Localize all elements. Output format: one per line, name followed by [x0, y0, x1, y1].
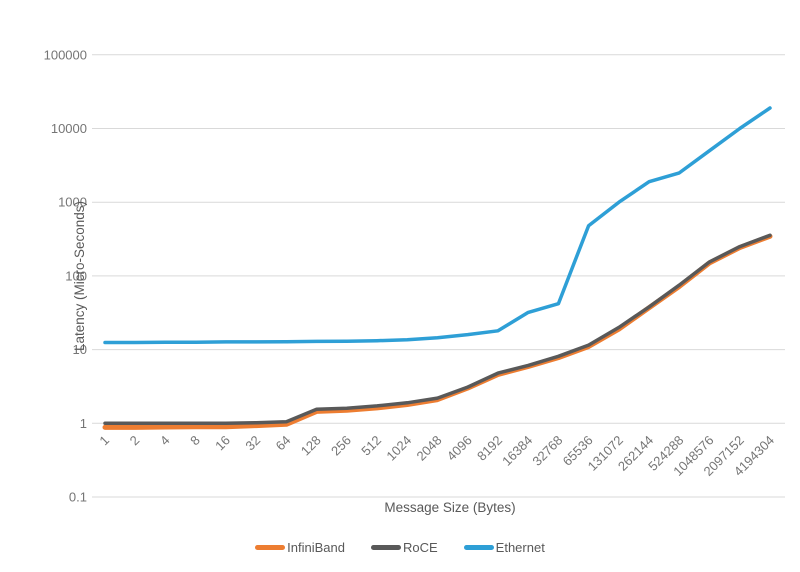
y-tick-label: 10	[73, 342, 87, 357]
legend-item-ethernet: Ethernet	[463, 540, 545, 555]
legend-swatch-roce	[370, 545, 401, 550]
x-axis-title: Message Size (Bytes)	[384, 500, 515, 515]
legend-label: Ethernet	[495, 540, 545, 555]
x-tick-label: 8	[187, 433, 203, 449]
y-axis-title: Latency (Micro-Seconds)	[72, 201, 87, 351]
legend: InfiniBand RoCE Ethernet	[0, 540, 800, 555]
y-axis-tick-labels: 100000 10000 1000 100 10 1 0.1	[44, 47, 87, 504]
legend-label: InfiniBand	[287, 540, 345, 555]
x-axis-tick-labels: 1 2 4 8 16 32 64 128 256 512 1024 2048 4096 819216384…	[96, 433, 777, 479]
legend-swatch-infiniband	[255, 545, 286, 550]
x-tick-label: 2048	[414, 433, 445, 464]
y-tick-label: 10000	[51, 121, 87, 136]
x-tick-label: 256	[328, 433, 354, 459]
x-tick-label: 1	[96, 433, 112, 449]
legend-swatch-ethernet	[463, 545, 494, 550]
series-lines	[102, 106, 773, 430]
series-line-ethernet	[103, 106, 772, 345]
x-tick-label: 64	[273, 433, 294, 454]
x-tick-label: 1024	[383, 433, 414, 464]
x-tick-label: 4	[157, 433, 173, 449]
gridlines	[92, 54, 785, 498]
legend-label: RoCE	[402, 540, 438, 555]
x-tick-label: 16	[212, 433, 233, 454]
y-tick-label: 0.1	[69, 490, 87, 505]
y-tick-label: 100000	[44, 47, 87, 62]
series-line-roce	[103, 233, 772, 426]
legend-item-infiniband: InfiniBand	[255, 540, 345, 555]
y-tick-label: 100	[65, 268, 87, 283]
x-tick-label: 2	[127, 433, 143, 449]
x-tick-label: 128	[298, 433, 324, 459]
x-tick-label: 16384	[499, 433, 535, 469]
y-tick-label: 1	[80, 416, 87, 431]
x-tick-label: 32768	[529, 433, 565, 469]
x-tick-label: 4096	[444, 433, 475, 464]
x-tick-label: 512	[358, 433, 384, 459]
legend-item-roce: RoCE	[370, 540, 438, 555]
y-tick-label: 1000	[58, 195, 87, 210]
x-tick-label: 32	[242, 433, 263, 454]
